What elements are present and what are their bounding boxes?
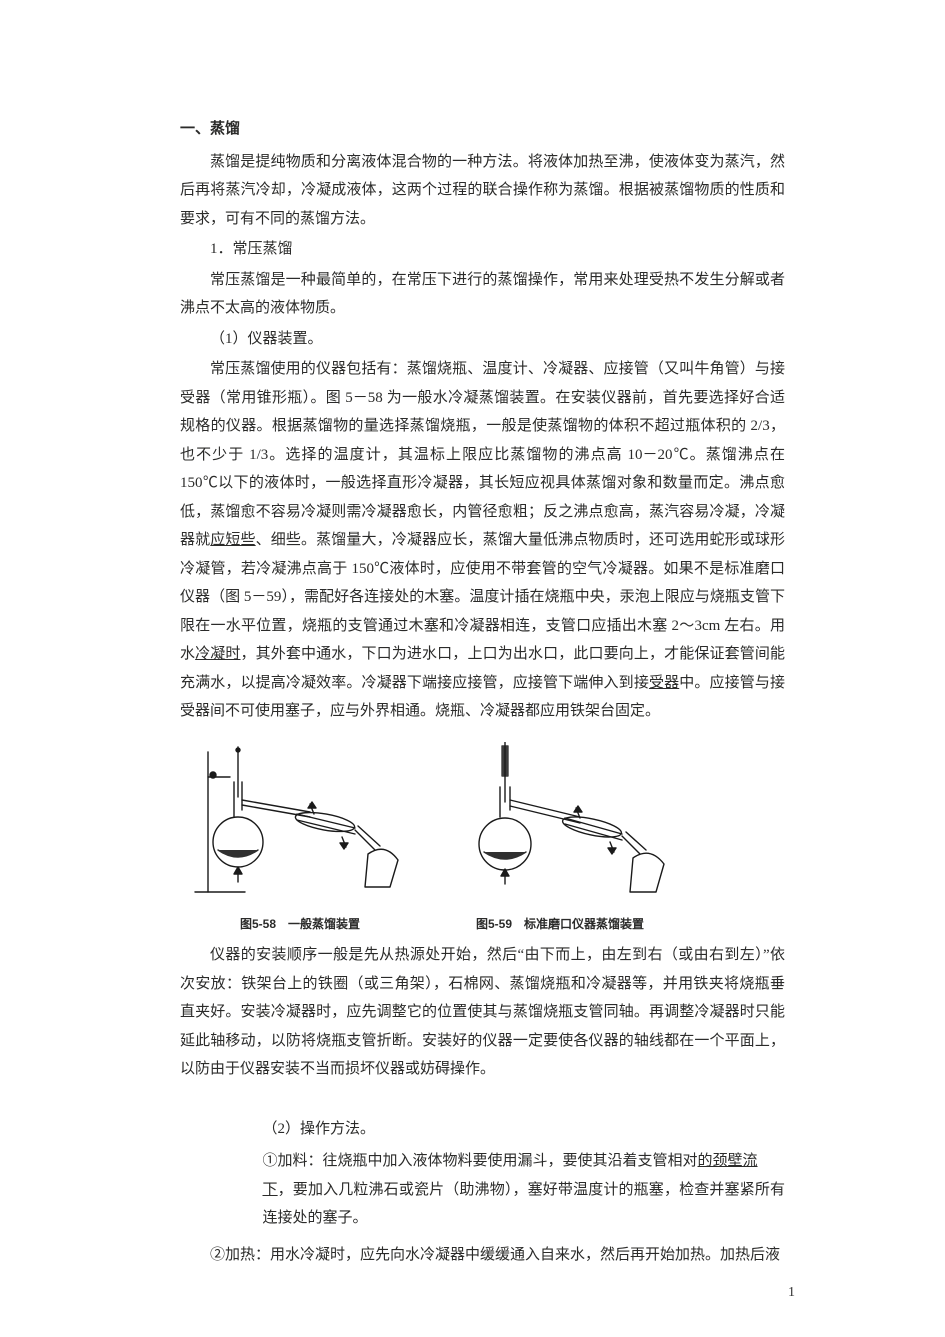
distillation-setup-diagram <box>190 742 410 907</box>
paragraph: 常压蒸馏是一种最简单的，在常压下进行的蒸馏操作，常用来处理受热不发生分解或者沸点… <box>180 266 785 323</box>
underlined-text: 的颈壁流 <box>698 1153 758 1169</box>
document-page: 一、蒸馏 蒸馏是提纯物质和分离液体混合物的一种方法。将液体加热至沸，使液体变为蒸… <box>0 0 945 1337</box>
text-run: ①加料：往烧瓶中加入液体物料要使用漏斗，要使其沿着支管相对 <box>263 1153 698 1169</box>
text-run: 常压蒸馏使用的仪器包括有：蒸馏烧瓶、温度计、冷凝器、应接管（又叫牛角管）与接受器… <box>180 361 785 548</box>
underlined-text: 受器 <box>649 675 679 691</box>
figure-5-59: 图5-59 标准磨口仪器蒸馏装置 <box>450 742 670 936</box>
paragraph-assembly: 仪器的安装顺序一般是先从热源处开始，然后“由下而上，由左到右（或由右到左）”依次… <box>180 941 785 1084</box>
figure-5-58: 图5-58 一般蒸馏装置 <box>190 742 410 936</box>
section-heading: 一、蒸馏 <box>180 115 785 144</box>
figure-caption: 图5-58 一般蒸馏装置 <box>190 913 410 936</box>
step-2: ②加热：用水冷凝时，应先向水冷凝器中缓缓通入自来水，然后再开始加热。加热后液 <box>180 1241 785 1270</box>
subsection-title-1: 1．常压蒸馏 <box>180 235 785 264</box>
subsubsection-1: （1）仪器装置。 <box>180 325 785 354</box>
subsubsection-2: （2）操作方法。 <box>263 1115 786 1144</box>
text-run: ，要加入几粒沸石或瓷片（助沸物），塞好带温度计的瓶塞，检查并塞紧所有连接处的塞子… <box>263 1182 785 1227</box>
text-run: 、细些。蒸馏量大，冷凝器应长，蒸馏大量低沸点物质时，还可选用蛇形或球形冷凝管，若… <box>180 532 785 662</box>
figure-row: 图5-58 一般蒸馏装置 <box>180 742 785 936</box>
underlined-text: 冷凝时 <box>195 646 240 662</box>
ground-joint-distillation-diagram <box>450 742 670 907</box>
paragraph-intro: 蒸馏是提纯物质和分离液体混合物的一种方法。将液体加热至沸，使液体变为蒸汽，然后再… <box>180 148 785 234</box>
page-number: 1 <box>788 1280 795 1307</box>
underlined-text: 应短些 <box>210 532 255 548</box>
indented-block: （2）操作方法。 ①加料：往烧瓶中加入液体物料要使用漏斗，要使其沿着支管相对的颈… <box>263 1115 786 1233</box>
underlined-text: 下 <box>263 1182 278 1198</box>
spacer <box>180 1086 785 1100</box>
paragraph-apparatus: 常压蒸馏使用的仪器包括有：蒸馏烧瓶、温度计、冷凝器、应接管（又叫牛角管）与接受器… <box>180 355 785 726</box>
step-1: ①加料：往烧瓶中加入液体物料要使用漏斗，要使其沿着支管相对的颈壁流 下，要加入几… <box>263 1147 786 1233</box>
figure-caption: 图5-59 标准磨口仪器蒸馏装置 <box>450 913 670 936</box>
